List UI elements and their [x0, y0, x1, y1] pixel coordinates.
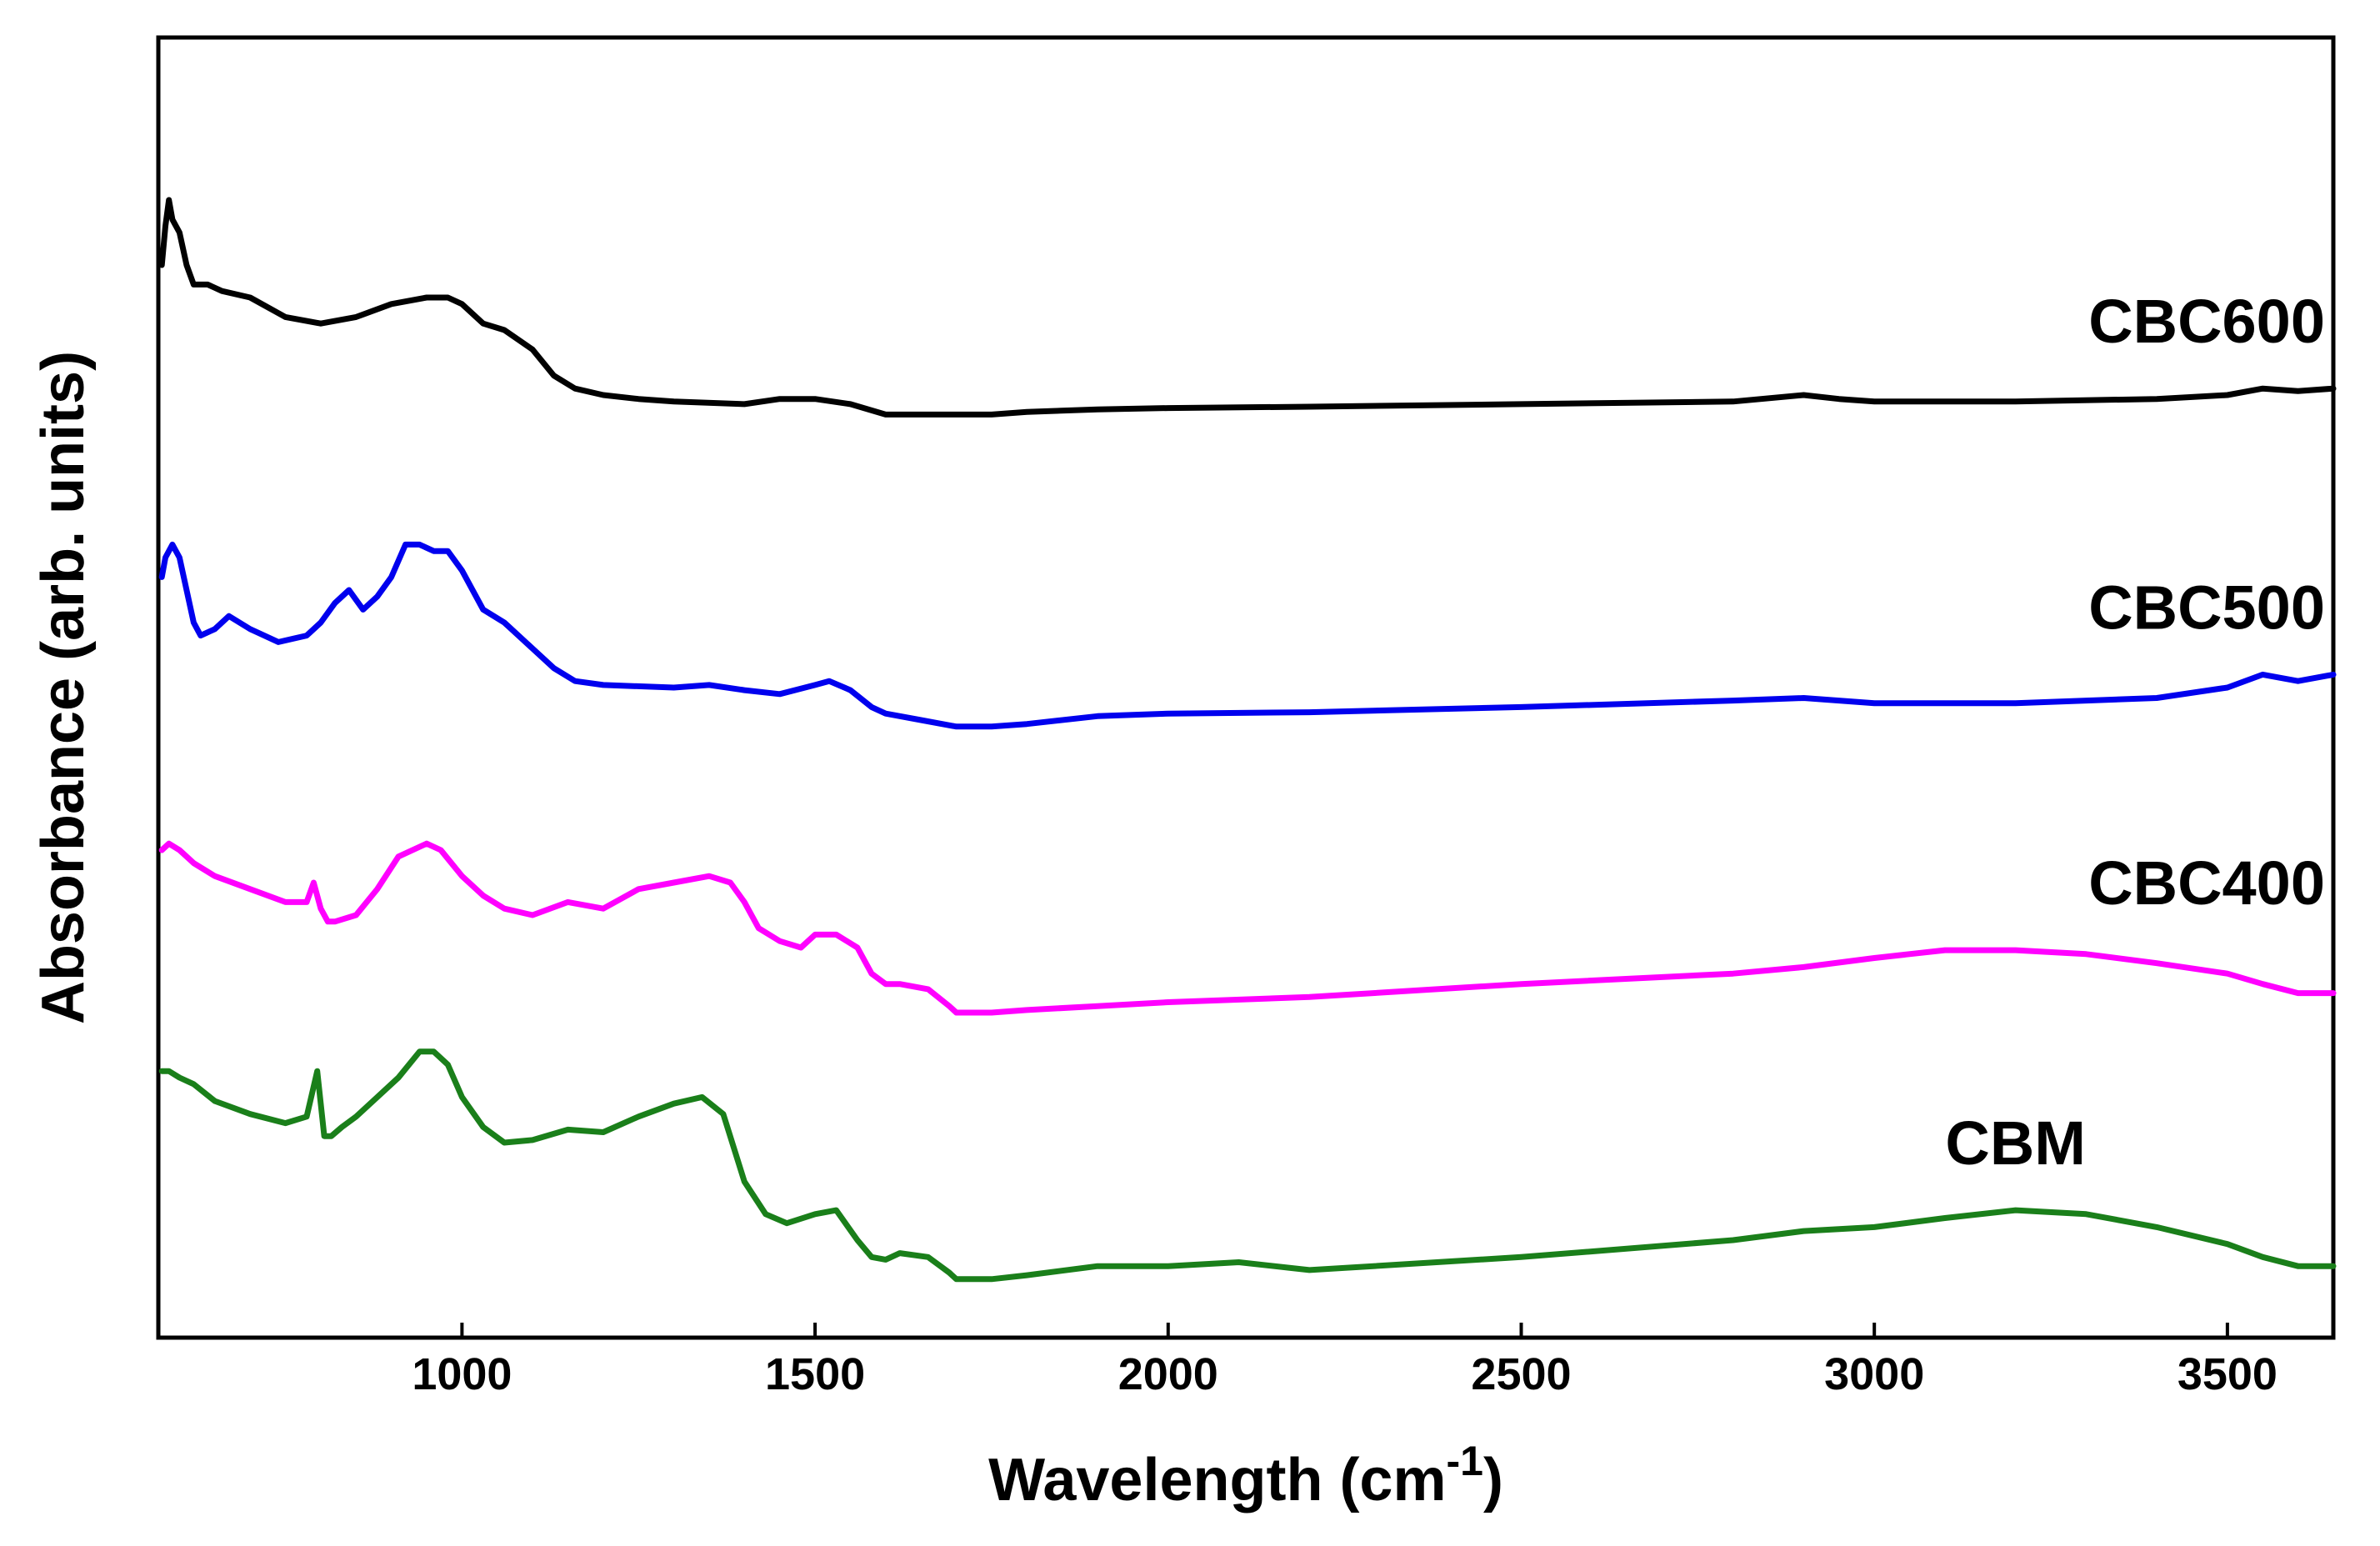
- series-line-cbc500: [158, 541, 2337, 730]
- plot-frame: [156, 35, 2336, 1340]
- x-axis-title: Wavelength (cm-1): [988, 1438, 1503, 1513]
- series-line-cbc400: [158, 840, 2337, 1016]
- x-tick-label: 1000: [412, 1349, 512, 1399]
- series-group: [158, 197, 2337, 1283]
- x-tick-label: 1500: [765, 1349, 865, 1399]
- x-ticks: 1000 1500 2000 2500 3000 3500: [412, 1323, 2278, 1399]
- series-label-cbc600: CBC600: [2088, 287, 2325, 356]
- x-tick-label: 2500: [1471, 1349, 1571, 1399]
- x-tick-label: 2000: [1118, 1349, 1218, 1399]
- series-line-cbc600: [158, 197, 2337, 418]
- series-line-cbm: [158, 1048, 2337, 1283]
- series-label-cbc500: CBC500: [2088, 573, 2325, 642]
- y-axis-title: Absorbance (arb. units): [30, 351, 97, 1024]
- series-label-cbc400: CBC400: [2088, 848, 2325, 918]
- x-tick-label: 3000: [1824, 1349, 1924, 1399]
- x-axis-title-superscript: -1: [1446, 1438, 1482, 1484]
- series-label-cbm: CBM: [1945, 1108, 2086, 1178]
- x-tick-label: 3500: [2178, 1349, 2278, 1399]
- series-labels: CBC600 CBC500 CBC400 CBM: [1945, 287, 2325, 1178]
